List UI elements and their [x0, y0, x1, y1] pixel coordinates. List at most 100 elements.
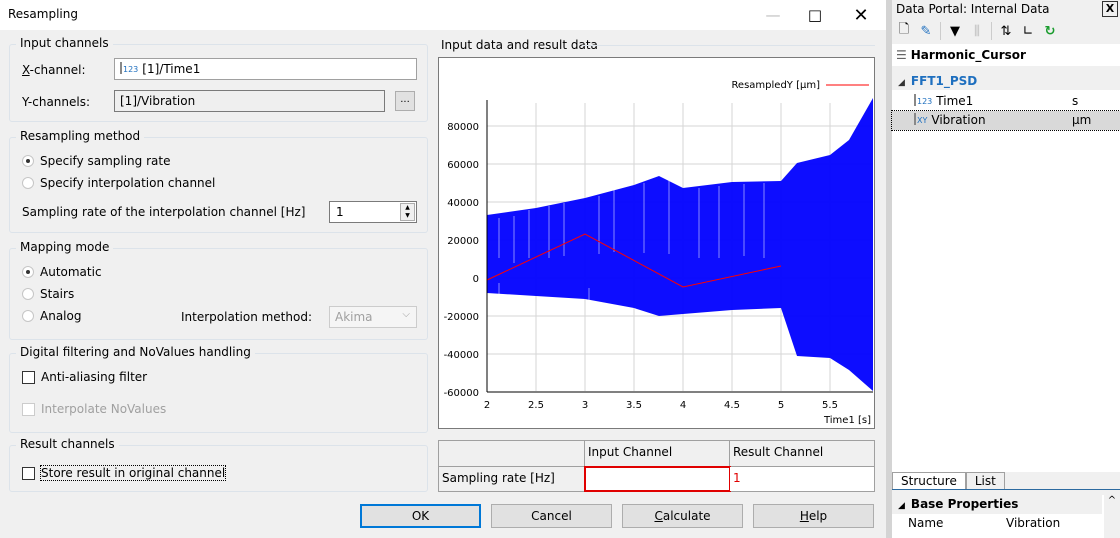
radio-automatic[interactable]: Automatic [22, 265, 102, 279]
svg-text:5.5: 5.5 [822, 400, 838, 411]
numeric-channel-icon: 123 [120, 62, 138, 74]
svg-text:-60000: -60000 [444, 388, 479, 399]
xy-channel-icon: XY [914, 113, 927, 125]
radio-analog[interactable]: Analog [22, 309, 81, 323]
svg-text:4.5: 4.5 [724, 400, 740, 411]
data-portal-panel: Data Portal: Internal Data X 🗋 ✎ ▼ ⫼ ⇅ ∟… [886, 0, 1120, 538]
group-title: Result channels [16, 437, 119, 451]
radio-stairs[interactable]: Stairs [22, 287, 74, 301]
x-tick-labels: 2 2.5 3 3.5 4 4.5 5 5.5 [484, 400, 838, 411]
svg-text:4: 4 [680, 400, 686, 411]
radio-specify-interpolation-channel[interactable]: Specify interpolation channel [22, 176, 215, 190]
browse-y-channels-button[interactable]: ... [395, 91, 415, 111]
svg-text:-40000: -40000 [444, 350, 479, 361]
section-divider [582, 45, 875, 46]
calculate-button[interactable]: Calculate [622, 504, 743, 528]
chart-svg: 80000 60000 40000 20000 0 -20000 -40000 -6000… [444, 80, 873, 426]
sampling-rate-table: Input Channel Result Channel Sampling ra… [438, 440, 875, 492]
result-rate-cell[interactable]: 1 [730, 467, 874, 491]
result-channels-group: Result channels [9, 437, 428, 492]
tree-item-vibration[interactable]: XY Vibration µm [891, 110, 1120, 131]
cancel-button[interactable]: Cancel [491, 504, 612, 528]
portal-tabs: Structure List [892, 472, 1120, 490]
toolbar-separator [991, 22, 992, 40]
database-row[interactable]: ☰ Harmonic_Cursor [892, 44, 1120, 66]
property-value: Vibration [1006, 516, 1061, 530]
svg-text:-20000: -20000 [444, 312, 479, 323]
x-channel-field[interactable]: 123 [1]/Time1 [114, 58, 417, 80]
tab-list[interactable]: List [965, 472, 1005, 489]
decrement-arrow-icon[interactable]: ▼ [405, 212, 410, 219]
table-header-result: Result Channel [730, 441, 874, 467]
svg-text:2.5: 2.5 [528, 400, 544, 411]
interpolation-method-label: Interpolation method: [181, 310, 312, 324]
tab-structure[interactable]: Structure [892, 472, 966, 489]
expand-triangle-icon: ◢ [898, 78, 905, 88]
properties-panel: ◢ Base Properties Name Vibration ^ [892, 495, 1120, 538]
group-title: Resampling method [16, 129, 145, 143]
radio-indicator [22, 288, 34, 300]
svg-text:80000: 80000 [447, 122, 479, 133]
radio-indicator [22, 155, 34, 167]
store-original-checkbox[interactable]: Store result in original channel [22, 465, 227, 481]
svg-text:3: 3 [582, 400, 588, 411]
portal-title: Data Portal: Internal Data [896, 2, 1050, 16]
table-header-input: Input Channel [585, 441, 730, 467]
y-tick-labels: 80000 60000 40000 20000 0 -20000 -40000 -6000… [444, 122, 479, 399]
anti-aliasing-checkbox[interactable]: Anti-aliasing filter [22, 370, 147, 384]
expand-triangle-icon: ◢ [898, 501, 905, 511]
filter-icon[interactable]: ▼ [950, 23, 960, 39]
edit-icon[interactable]: ✎ [920, 23, 932, 39]
interpolation-method-select[interactable]: Akima ⌵ [329, 306, 417, 328]
window-title: Resampling [8, 7, 78, 21]
help-button[interactable]: Help [753, 504, 874, 528]
svg-text:40000: 40000 [447, 198, 479, 209]
resampling-dialog: Resampling — □ ✕ Input channels X-channe… [0, 0, 886, 528]
database-icon: ☰ [896, 48, 907, 62]
input-rate-cell[interactable] [584, 466, 731, 492]
y-channels-label: Y-channels: [22, 95, 91, 109]
properties-scrollbar[interactable]: ^ [1104, 495, 1120, 538]
channel-tree: ◢ FFT1_PSD 123 Time1 s XY Vibration µm [891, 72, 1120, 472]
group-title: Input channels [16, 36, 113, 50]
tree-group-fft1-psd[interactable]: ◢ FFT1_PSD [892, 72, 1120, 90]
legend-label: ResampledY [µm] [731, 80, 820, 91]
radio-specify-sampling-rate[interactable]: Specify sampling rate [22, 154, 170, 168]
sampling-rate-label: Sampling rate of the interpolation chann… [22, 205, 306, 219]
ok-button[interactable]: OK [360, 504, 481, 528]
sampling-rate-stepper[interactable]: 1 ▲ ▼ [329, 201, 417, 223]
portal-close-button[interactable]: X [1102, 1, 1118, 17]
svg-text:60000: 60000 [447, 160, 479, 171]
svg-text:3.5: 3.5 [626, 400, 642, 411]
sort-icon[interactable]: ⇅ [1000, 23, 1012, 39]
title-bar: Resampling — □ ✕ [0, 0, 886, 30]
result-series [486, 233, 782, 288]
stepper-arrows[interactable]: ▲ ▼ [400, 203, 415, 221]
new-file-icon[interactable]: 🗋 [898, 22, 910, 37]
input-series [487, 98, 873, 391]
y-channels-field[interactable]: [1]/Vibration [114, 90, 385, 112]
chart-area[interactable]: 80000 60000 40000 20000 0 -20000 -40000 -6000… [438, 57, 875, 429]
checkbox-indicator [22, 466, 35, 480]
base-properties-header[interactable]: ◢ Base Properties [892, 495, 1102, 514]
radio-indicator [22, 266, 34, 278]
chevron-down-icon: ⌵ [402, 309, 410, 320]
radio-indicator [22, 177, 34, 189]
table-header-empty [439, 441, 585, 467]
interpolate-novalues-checkbox[interactable]: Interpolate NoValues [22, 402, 166, 416]
minimize-button[interactable]: — [765, 6, 781, 24]
axis-icon[interactable]: ∟ [1022, 23, 1034, 39]
property-name: Name [908, 516, 944, 530]
channel-filter-icon[interactable]: ⫼ [974, 23, 980, 39]
resampling-method-group: Resampling method [9, 129, 428, 233]
x-axis-label: Time1 [s] [823, 415, 871, 426]
tree-item-time1[interactable]: 123 Time1 s [892, 92, 1120, 111]
refresh-icon[interactable]: ↻ [1044, 23, 1056, 39]
numeric-channel-icon: 123 [914, 94, 932, 106]
close-button[interactable]: ✕ [853, 4, 869, 26]
checkbox-indicator [22, 370, 35, 384]
maximize-button[interactable]: □ [807, 6, 823, 24]
x-channel-label: X-channel: [22, 63, 86, 77]
increment-arrow-icon[interactable]: ▲ [405, 204, 410, 211]
input-channels-group: Input channels [9, 36, 428, 122]
